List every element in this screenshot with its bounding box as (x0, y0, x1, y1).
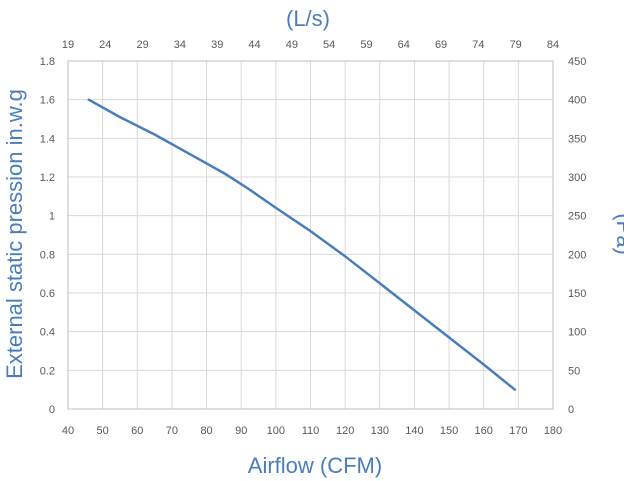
x2-tick-label: 39 (211, 39, 223, 51)
x-tick-label: 140 (405, 425, 423, 437)
y2-tick-label: 350 (568, 133, 586, 145)
x-tick-label: 40 (62, 425, 74, 437)
x-tick-label: 70 (166, 425, 178, 437)
y2-tick-label: 400 (568, 95, 586, 107)
x-axis-title: Airflow (CFM) (248, 453, 382, 478)
y-tick-label: 1.4 (40, 133, 55, 145)
y-tick-label: 1.6 (40, 95, 55, 107)
x2-axis-title: (L/s) (286, 6, 330, 31)
x-tick-label: 160 (475, 425, 493, 437)
x-tick-label: 100 (267, 425, 285, 437)
y-tick-label: 1 (49, 211, 55, 223)
x-tick-label: 110 (302, 425, 320, 437)
x2-tick-label: 74 (472, 39, 484, 51)
x2-tick-label: 19 (62, 39, 74, 51)
y2-tick-label: 50 (568, 365, 580, 377)
x2-tick-label: 44 (248, 39, 260, 51)
x-tick-label: 180 (544, 425, 562, 437)
x2-tick-label: 49 (286, 39, 298, 51)
x2-tick-label: 34 (174, 39, 186, 51)
x2-tick-label: 84 (547, 39, 559, 51)
plot-frame (67, 60, 554, 410)
y-tick-label: 0.2 (40, 365, 55, 377)
y-tick-label: 0.4 (40, 327, 55, 339)
x-tick-label: 50 (97, 425, 109, 437)
y2-tick-label: 250 (568, 211, 586, 223)
x2-tick-label: 59 (360, 39, 372, 51)
x2-tick-label: 64 (398, 39, 410, 51)
y-tick-label: 0.6 (40, 288, 55, 300)
y2-axis-title: (Pa) (612, 213, 624, 255)
x-tick-label: 130 (371, 425, 389, 437)
x-tick-label: 80 (200, 425, 212, 437)
y2-tick-label: 0 (568, 404, 574, 416)
y2-tick-label: 100 (568, 327, 586, 339)
x-tick-label: 120 (336, 425, 354, 437)
x2-tick-label: 79 (510, 39, 522, 51)
y2-tick-label: 150 (568, 288, 586, 300)
x2-tick-label: 69 (435, 39, 447, 51)
y-tick-label: 0 (49, 404, 55, 416)
x-tick-label: 150 (440, 425, 458, 437)
x-tick-label: 60 (131, 425, 143, 437)
x2-tick-label: 24 (99, 39, 111, 51)
x-tick-label: 170 (509, 425, 527, 437)
series-layer (87, 98, 517, 391)
y-tick-label: 1.2 (40, 172, 55, 184)
y2-tick-label: 200 (568, 249, 586, 261)
x2-tick-label: 54 (323, 39, 335, 51)
y2-tick-label: 300 (568, 172, 586, 184)
y-axis-title: External static pression in.w.g (2, 89, 27, 379)
tick-labels: 40 50 60 70 80 90 100 110 120 130 140 150 160 170 1801… (40, 39, 587, 437)
grid-lines (67, 60, 554, 410)
y-tick-label: 1.8 (40, 56, 55, 68)
x2-tick-label: 29 (136, 39, 148, 51)
y2-tick-label: 450 (568, 56, 586, 68)
x-tick-label: 90 (235, 425, 247, 437)
y-tick-label: 0.8 (40, 249, 55, 261)
series-line (87, 98, 517, 391)
